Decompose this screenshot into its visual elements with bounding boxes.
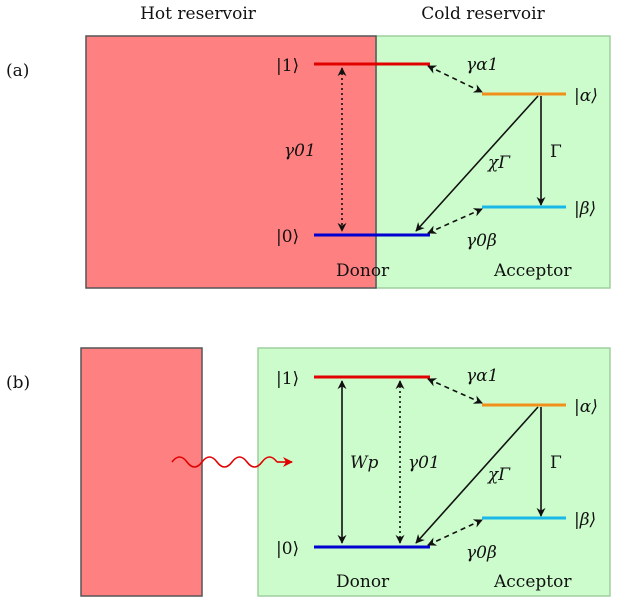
acceptor-label: Acceptor [493,572,572,592]
donor-label: Donor [336,572,390,592]
chi-gamma-label: χΓ [487,465,511,485]
hot-reservoir-box [80,347,203,597]
gamma-alpha1-label: γα1 [466,366,498,386]
gamma-0beta-label: γ0β [466,543,497,563]
cold-reservoir-header: Cold reservoir [421,4,545,24]
level-0-label: |0⟩ [276,539,299,559]
level-1-label: |1⟩ [276,369,299,389]
level-beta-label: |β⟩ [574,199,596,219]
panel-a: (a) |1⟩ |0⟩ |α⟩ |β⟩ γ01 γα1 χΓ Γ γ0β Don… [6,35,611,289]
gamma-0beta-arrow [427,519,483,546]
level-beta-label: |β⟩ [574,510,596,530]
panel-b-tag: (b) [6,373,30,393]
level-1-label: |1⟩ [276,56,299,76]
level-alpha-label: |α⟩ [574,86,598,106]
gamma-01-label: γ01 [408,453,440,473]
hot-reservoir-header: Hot reservoir [140,4,257,24]
gamma-0beta-arrow [427,208,483,234]
acceptor-label: Acceptor [493,261,572,281]
donor-label: Donor [336,261,390,281]
cold-reservoir-box [375,35,611,289]
gamma-decay-label: Γ [550,142,562,162]
panel-b: (b) |1⟩ |0⟩ |α⟩ |β⟩ Wp γ01 γα1 χΓ Γ [6,347,611,597]
chi-gamma-label: χΓ [487,153,511,173]
gamma-alpha1-arrow [427,65,483,93]
gamma-01-label: γ01 [284,141,316,161]
pump-label: Wp [350,453,378,473]
level-0-label: |0⟩ [276,227,299,247]
photon-wave-icon [171,456,278,468]
level-alpha-label: |α⟩ [574,397,598,417]
gamma-alpha1-arrow [427,378,483,404]
gamma-0beta-label: γ0β [466,231,497,251]
gamma-decay-label: Γ [550,453,562,473]
hot-reservoir-box [86,36,376,288]
gamma-alpha1-label: γα1 [466,55,498,75]
panel-a-tag: (a) [6,61,29,81]
